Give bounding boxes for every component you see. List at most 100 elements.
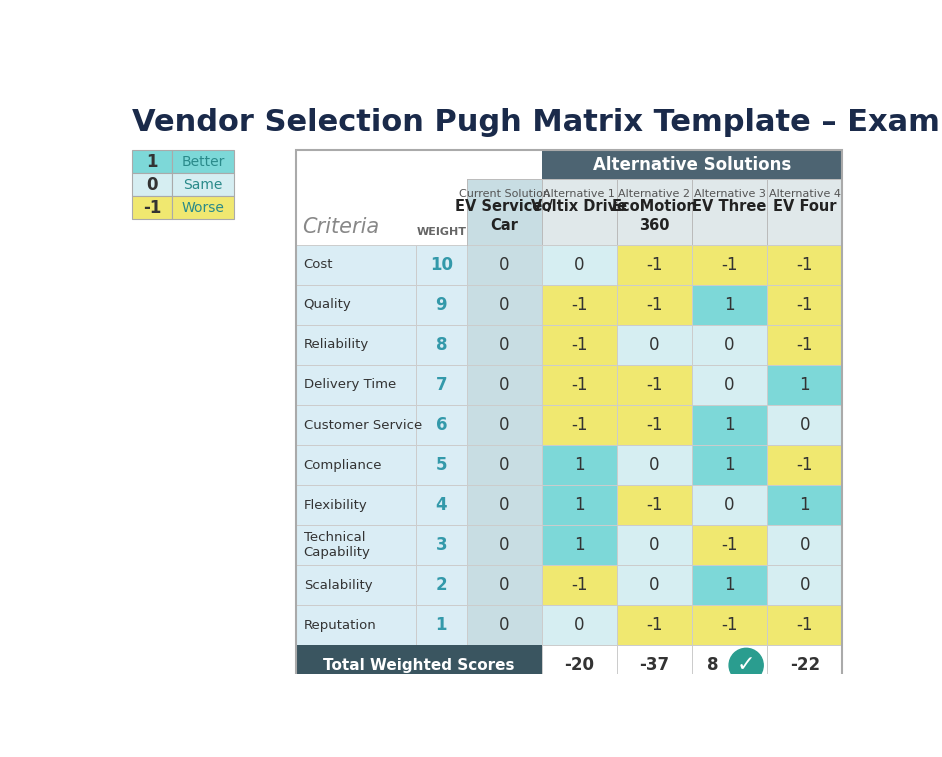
- Text: EV Four: EV Four: [773, 199, 836, 214]
- Text: 1: 1: [574, 456, 585, 474]
- Text: 0: 0: [499, 536, 510, 554]
- Bar: [617, 285, 692, 325]
- Bar: [692, 245, 767, 285]
- Bar: [466, 365, 542, 405]
- Bar: [542, 150, 842, 179]
- Bar: [466, 405, 542, 445]
- Bar: [617, 485, 692, 525]
- Text: EV Service /
Car: EV Service / Car: [455, 199, 553, 233]
- Text: -1: -1: [797, 256, 813, 274]
- Bar: [767, 325, 842, 365]
- Bar: [542, 285, 617, 325]
- Bar: [296, 365, 416, 405]
- Bar: [296, 325, 416, 365]
- Bar: [542, 325, 617, 365]
- Text: 0: 0: [800, 576, 810, 594]
- Text: -1: -1: [646, 416, 662, 434]
- Text: 0: 0: [499, 416, 510, 434]
- Text: Alternative 2: Alternative 2: [619, 188, 690, 198]
- Text: 1: 1: [724, 456, 735, 474]
- Text: Same: Same: [184, 178, 222, 192]
- Text: 1: 1: [574, 496, 585, 514]
- Text: 0: 0: [499, 576, 510, 594]
- Text: -1: -1: [571, 576, 588, 594]
- Bar: [416, 365, 466, 405]
- Bar: [542, 485, 617, 525]
- Bar: [692, 605, 767, 645]
- Bar: [767, 179, 842, 245]
- Text: EcoMotion
360: EcoMotion 360: [611, 199, 697, 233]
- Bar: [617, 179, 692, 245]
- Bar: [172, 150, 234, 173]
- Text: -37: -37: [640, 656, 670, 674]
- Bar: [416, 525, 466, 565]
- Text: -1: -1: [722, 256, 738, 274]
- Text: Technical
Capability: Technical Capability: [303, 531, 370, 559]
- Bar: [767, 445, 842, 485]
- Bar: [296, 565, 416, 605]
- Bar: [466, 325, 542, 365]
- Bar: [542, 525, 617, 565]
- Text: Customer Service: Customer Service: [303, 419, 422, 431]
- Bar: [692, 179, 767, 245]
- Bar: [617, 325, 692, 365]
- Text: 5: 5: [435, 456, 447, 474]
- Bar: [767, 565, 842, 605]
- Bar: [767, 605, 842, 645]
- Text: Current Solution: Current Solution: [459, 188, 549, 198]
- Bar: [767, 645, 842, 685]
- Text: Flexibility: Flexibility: [303, 499, 367, 512]
- Bar: [416, 445, 466, 485]
- Bar: [296, 645, 542, 685]
- Text: Cost: Cost: [303, 258, 333, 271]
- Text: 0: 0: [499, 296, 510, 314]
- Text: 2: 2: [435, 576, 447, 594]
- Text: 1: 1: [724, 296, 735, 314]
- Text: Reputation: Reputation: [303, 618, 377, 632]
- Text: -1: -1: [646, 256, 662, 274]
- Bar: [617, 405, 692, 445]
- Text: -20: -20: [564, 656, 594, 674]
- Text: -1: -1: [646, 496, 662, 514]
- Bar: [542, 605, 617, 645]
- Text: 8: 8: [435, 336, 447, 354]
- Text: 4: 4: [435, 496, 447, 514]
- Text: 0: 0: [499, 496, 510, 514]
- Text: Vendor Selection Pugh Matrix Template – Example: Vendor Selection Pugh Matrix Template – …: [132, 107, 942, 137]
- Text: 7: 7: [435, 376, 447, 394]
- Text: EV Three: EV Three: [692, 199, 767, 214]
- Text: 0: 0: [146, 176, 157, 194]
- Text: Better: Better: [181, 154, 225, 169]
- Circle shape: [729, 648, 763, 682]
- Bar: [692, 645, 767, 685]
- Text: ✓: ✓: [737, 656, 755, 675]
- Text: Delivery Time: Delivery Time: [303, 378, 396, 391]
- Text: 3: 3: [435, 536, 447, 554]
- Text: 0: 0: [724, 496, 735, 514]
- Text: 0: 0: [724, 336, 735, 354]
- Bar: [296, 150, 842, 685]
- Text: -1: -1: [722, 616, 738, 634]
- Text: Worse: Worse: [182, 201, 224, 215]
- Text: -1: -1: [571, 376, 588, 394]
- Text: 1: 1: [435, 616, 447, 634]
- Bar: [416, 605, 466, 645]
- Text: Alternative 4: Alternative 4: [769, 188, 841, 198]
- Bar: [416, 485, 466, 525]
- Text: 0: 0: [649, 576, 659, 594]
- Text: 1: 1: [800, 496, 810, 514]
- Text: 0: 0: [499, 616, 510, 634]
- Text: -1: -1: [797, 456, 813, 474]
- Text: 0: 0: [499, 456, 510, 474]
- Bar: [617, 565, 692, 605]
- Text: 0: 0: [649, 536, 659, 554]
- Bar: [466, 179, 542, 245]
- Bar: [617, 605, 692, 645]
- Bar: [416, 405, 466, 445]
- Bar: [466, 285, 542, 325]
- Text: 0: 0: [724, 376, 735, 394]
- Text: 1: 1: [724, 576, 735, 594]
- Text: Quality: Quality: [303, 298, 351, 311]
- Text: -1: -1: [571, 416, 588, 434]
- Text: -1: -1: [797, 296, 813, 314]
